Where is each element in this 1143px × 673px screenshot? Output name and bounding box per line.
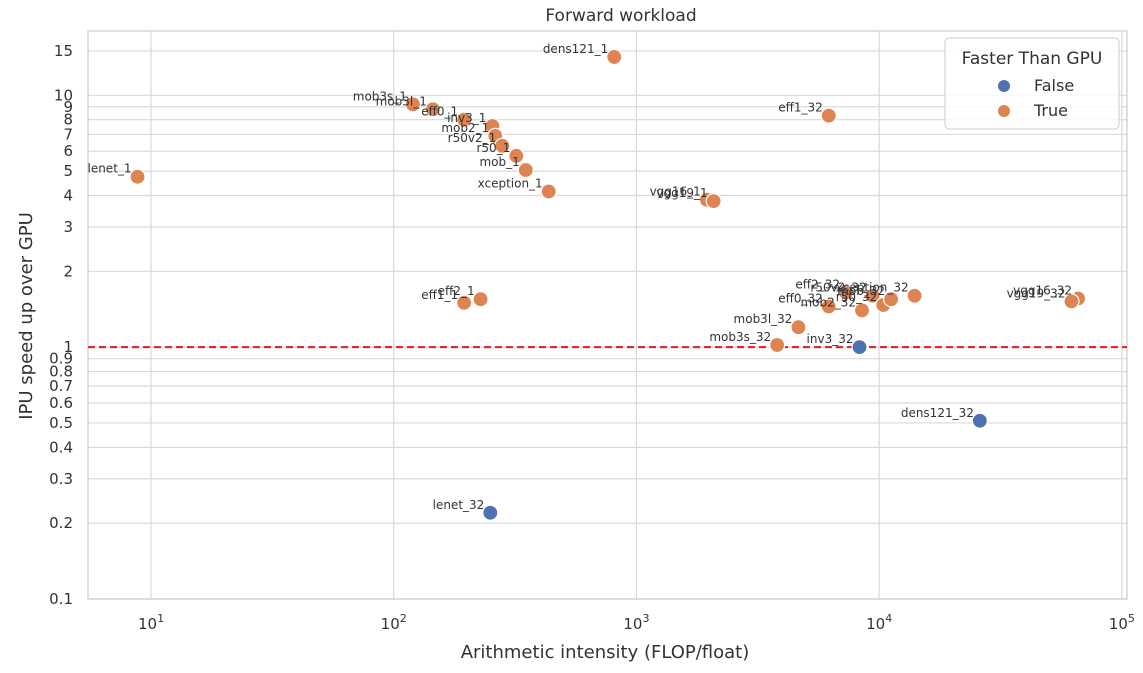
y-tick-label-4: 0.5 [49,414,73,432]
data-labels: lenet_1mob3s_1mob3l_1eff0_1inv3_1mob2_1r… [87,42,1072,512]
point-label-vgg16_32: vgg16_32 [1013,284,1072,298]
point-mob3l_32 [790,319,807,336]
point-xception_32 [906,287,923,304]
y-tick-label-9: 1 [63,338,73,356]
point-vgg19_32 [1063,293,1080,310]
point-eff1_1 [456,294,473,311]
plot-area [87,30,1128,600]
point-label-xception_1: xception_1 [478,176,543,190]
y-tick-label-13: 5 [63,162,73,180]
legend: Faster Than GPU False True [944,37,1120,130]
point-label-mob2_32: mob2_32 [800,295,856,309]
y-axis-title: IPU speed up over GPU [16,212,37,420]
point-label-eff2_1: eff2_1 [438,284,475,298]
point-label-vgg19_32: vgg19_32 [1007,286,1066,300]
point-dens121_1 [606,48,623,66]
point-label-vgg16_1: vgg16_1 [650,185,701,199]
point-label-mob2_1: mob2_1 [441,121,489,135]
point-label-mob3l_1: mob3l_1 [376,94,427,108]
legend-title: Faster Than GPU [962,49,1103,69]
point-dens121_32 [971,412,988,429]
point-label-eff2_32: eff2_32 [795,277,840,291]
point-r50v2_1 [494,137,511,154]
x-axis-ticks: 101 102 103 104 105 [138,612,1135,633]
y-tick-label-0: 0.1 [49,590,73,608]
point-inv3_32 [851,339,868,356]
x-tick-label-0: 101 [138,612,164,633]
y-tick-label-12: 4 [63,187,73,205]
point-lenet_32 [482,504,499,521]
point-label-lenet_1: lenet_1 [87,162,131,176]
point-vgg19_1 [705,193,722,210]
data-points [129,48,1087,521]
y-tick-label-18: 10 [54,86,73,104]
x-tick-label-1: 102 [381,612,407,633]
legend-box [944,37,1120,130]
y-tick-label-8: 0.9 [49,350,73,368]
point-label-mob3s_32: mob3s_32 [709,330,771,344]
point-label-inv3_1: inv3_1 [447,111,486,125]
y-tick-label-17: 9 [63,98,73,116]
x-tick-label-4: 105 [1109,612,1135,633]
point-mob2_32 [853,302,871,319]
y-tick-label-6: 0.7 [49,377,73,395]
point-mob3l_1 [424,101,441,118]
y-tick-label-10: 2 [63,262,73,280]
point-eff2_1 [472,291,489,308]
point-label-eff1_32: eff1_32 [778,101,823,115]
y-tick-label-2: 0.3 [49,470,73,488]
point-label-eff0_32: eff0_32 [778,292,823,306]
legend-label-false: False [1034,76,1074,95]
point-label-eff1_1: eff1_1 [421,288,458,302]
point-mob_1 [517,161,534,179]
x-tick-label-2: 103 [623,612,649,633]
y-tick-label-14: 6 [63,142,73,160]
point-eff2_32 [837,284,855,301]
point-label-r50v2_32: r50v2_32 [810,281,866,295]
point-label-mob_32: mob_32 [837,284,885,298]
point-label-dens121_32: dens121_32 [901,406,974,420]
point-label-r50_1: r50_1 [476,141,510,155]
point-label-eff0_1: eff0_1 [421,105,458,119]
point-eff0_32 [820,298,837,315]
point-label-mob3l_32: mob3l_32 [734,312,793,326]
x-tick-label-3: 104 [866,612,892,633]
y-tick-label-16: 8 [63,111,73,129]
point-mob_32 [882,291,900,308]
legend-marker-false [998,80,1010,92]
point-label-xception_32: xception_32 [836,281,909,295]
point-label-vgg19_1: vgg19_1 [656,186,707,200]
point-label-lenet_32: lenet_32 [433,498,485,512]
point-label-dens121_1: dens121_1 [543,42,608,56]
point-label-inv3_32: inv3_32 [807,332,854,346]
y-tick-label-7: 0.8 [49,363,73,381]
y-tick-label-19: 15 [54,42,73,60]
point-eff1_32 [820,107,837,124]
y-tick-label-5: 0.6 [49,394,73,412]
point-mob3s_32 [769,336,786,354]
point-lenet_1 [129,168,146,185]
point-xception_1 [540,183,557,200]
legend-marker-true [998,105,1010,117]
point-r50v2_32 [864,287,881,304]
legend-label-true: True [1033,101,1068,120]
chart-title: Forward workload [545,6,696,26]
x-axis-title: Arithmetic intensity (FLOP/float) [461,642,750,663]
point-label-r50v2_1: r50v2_1 [448,131,497,145]
point-label-r50_32: r50_32 [836,290,877,304]
y-tick-label-15: 7 [63,125,73,143]
y-tick-label-3: 0.4 [49,438,73,456]
point-label-mob_1: mob_1 [479,155,519,169]
point-label-mob3s_1: mob3s_1 [353,89,407,103]
point-eff0_1 [456,111,473,128]
point-mob3s_1 [404,96,422,113]
y-tick-label-1: 0.2 [49,514,73,532]
y-tick-label-11: 3 [63,218,73,236]
point-r50_1 [508,147,525,164]
